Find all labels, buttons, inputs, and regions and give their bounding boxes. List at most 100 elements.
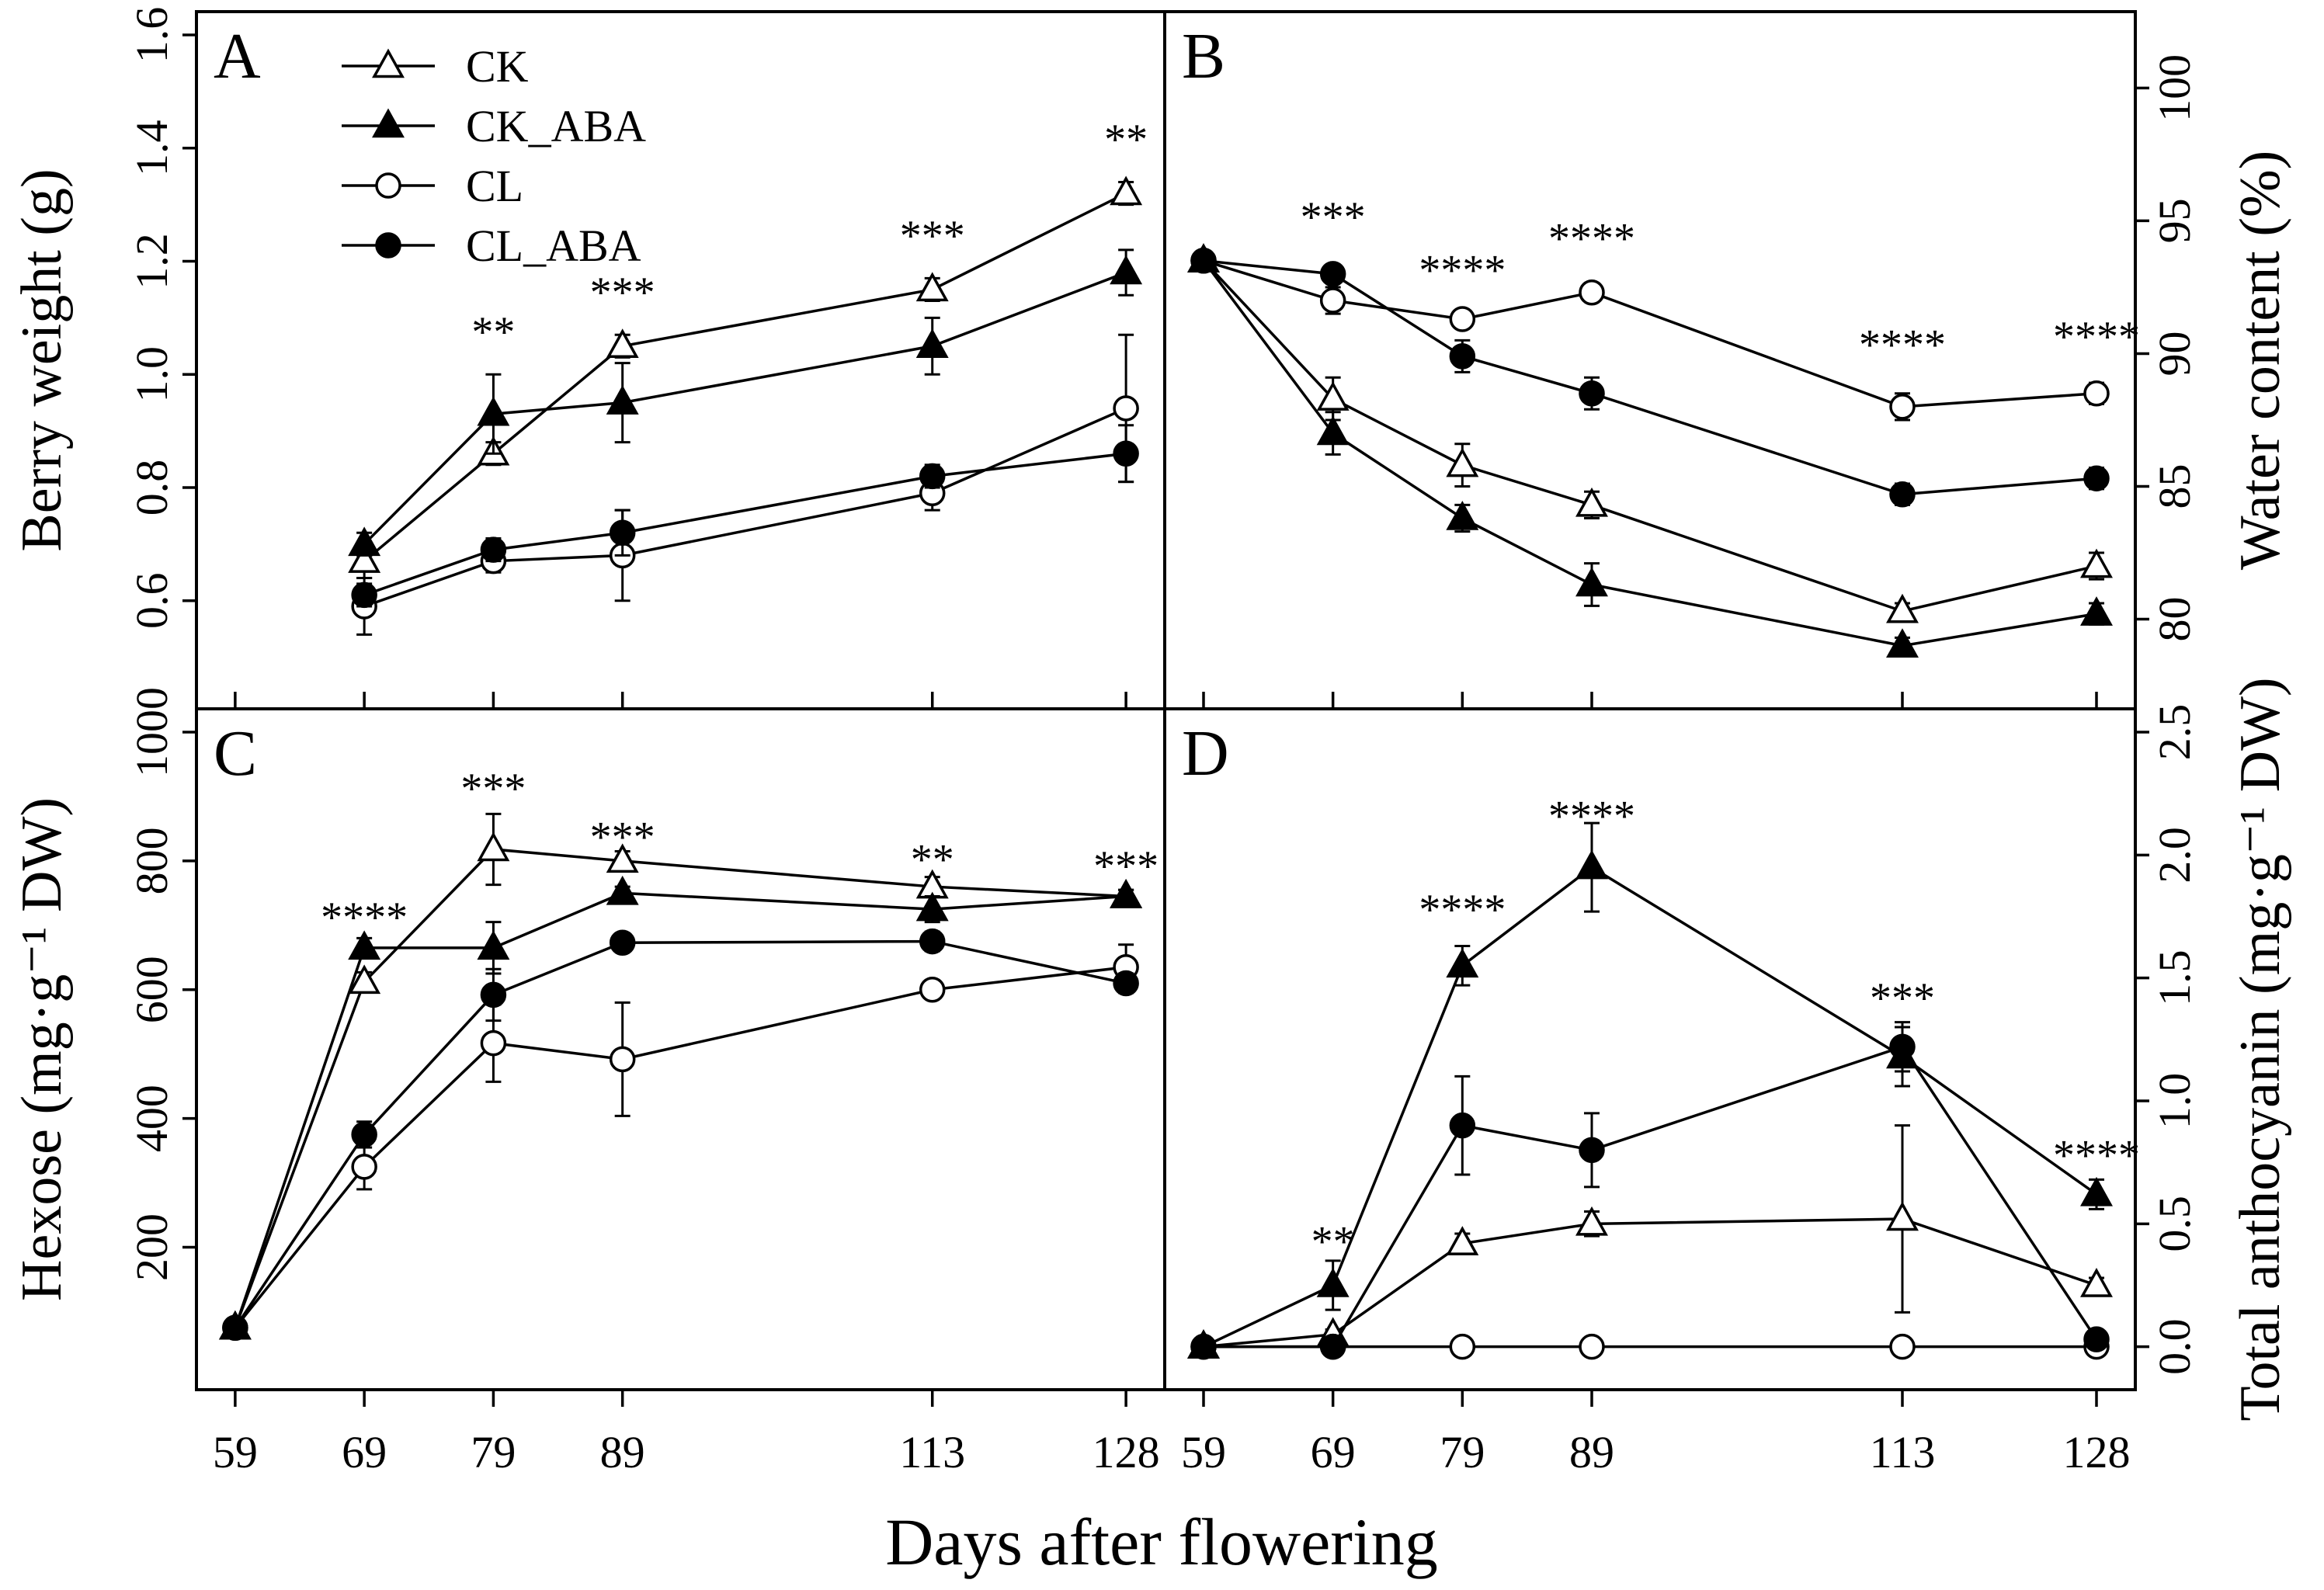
panel-a-series-cl-aba-point: [919, 463, 946, 490]
panel-a-y-axis-title: Berry weight (g): [10, 168, 74, 551]
panel-a-series-cl-point: [1113, 395, 1139, 422]
panel-b-series-cl-point: [1449, 306, 1476, 332]
panel-d-series-cl-aba-point: [2083, 1326, 2110, 1352]
panel-c-significance-label: ***: [590, 813, 655, 861]
panel-d-series-cl-aba-point: [1579, 1137, 1605, 1164]
panel-b-series-ck-aba-point: [1446, 501, 1479, 530]
panel-d-series-cl-point: [1579, 1333, 1605, 1360]
legend: CK CK_ABA CL CL_ABA: [342, 41, 646, 271]
panel-d-series-ck-aba-line: [1203, 866, 2098, 1349]
panel-c-letter: C: [214, 717, 257, 790]
panel-d-series-ck-aba-point: [1446, 948, 1479, 978]
panel-b-series-cl-aba-point: [1190, 247, 1217, 274]
panel-b-series-ck-aba-point: [2080, 596, 2113, 626]
panel-b-significance-label: ****: [2053, 313, 2140, 361]
panel-b-series-cl-point: [2083, 380, 2110, 407]
panel-d-y-tick-label: 0.0: [2149, 1318, 2200, 1375]
panel-c-y-tick-label: 400: [127, 1085, 177, 1152]
panel-d-significance-label: ****: [1419, 886, 1506, 934]
panel-a-y-tick-label: 1.6: [127, 7, 177, 64]
panel-b-letter: B: [1182, 20, 1225, 92]
panel-d-x-tick-label: 113: [1870, 1427, 1936, 1477]
panel-b-series-cl-point: [1889, 394, 1916, 420]
panel-a-series-ck-aba-point: [348, 526, 381, 557]
panel-c-series-cl-aba-point: [480, 981, 507, 1009]
panel-b-series-ck-point: [1575, 487, 1608, 517]
panel-a-series-cl-line: [363, 407, 1127, 608]
panel-b-significance-label: ****: [1859, 321, 1946, 369]
panel-d-x-tick-label: 79: [1440, 1427, 1485, 1477]
panel-b-series-ck-point: [1886, 593, 1919, 623]
panel-c-significance-label: ****: [321, 894, 408, 942]
panel-d-x-tick-label: 128: [2063, 1427, 2131, 1477]
panel-b-y-tick-label: 100: [2149, 54, 2200, 122]
panel-d-series-ck-point: [1886, 1201, 1919, 1231]
panel-d-significance-label: ****: [1548, 793, 1635, 841]
panel-d-y-tick-label: 1.5: [2149, 949, 2200, 1006]
panel-c-series-cl-line: [234, 966, 1127, 1329]
panel-d-y-axis-title: Total anthocyanin (mg·g⁻¹ DW): [2228, 677, 2292, 1421]
panel-a-series-cl-aba-point: [609, 519, 636, 547]
panel-c-x-tick-label: 79: [471, 1427, 516, 1477]
panel-b-series-ck-aba-line: [1202, 259, 2097, 647]
panel-a-y-tick-label: 0.8: [127, 460, 177, 516]
panel-d-series-ck-point: [2080, 1267, 2113, 1297]
panel-c-series-cl-point: [919, 977, 946, 1003]
panel-b-series-cl-aba-point: [1319, 261, 1346, 287]
panel-c-x-tick-label: 128: [1093, 1427, 1160, 1477]
panel-d-series-ck-line: [1203, 1217, 2097, 1349]
panel-a-significance-label: **: [1104, 116, 1148, 164]
panel-c-series-ck-aba-point: [348, 930, 381, 960]
panel-a-series-cl-aba-point: [351, 581, 377, 609]
panel-b-y-tick-label: 85: [2149, 463, 2200, 509]
panel-d-y-tick-label: 2.0: [2149, 827, 2200, 884]
legend-ck-aba-marker: [372, 108, 405, 138]
panel-d-y-tick-label: 0.5: [2149, 1196, 2200, 1252]
panel-b-series-ck-aba-point: [1886, 628, 1919, 658]
panel-c-y-tick-label: 800: [127, 827, 177, 894]
panel-a-y-tick-label: 1.4: [127, 120, 177, 176]
panel-d-significance-label: ****: [2053, 1132, 2140, 1180]
panel-c-x-tick-label: 69: [342, 1427, 387, 1477]
panel-b-series-cl-aba-point: [1579, 380, 1605, 407]
legend-ck-marker: [372, 48, 405, 78]
panel-d-series-cl-point: [1449, 1333, 1476, 1360]
panel-c-significance-label: ***: [460, 765, 526, 813]
panel-c-series-ck-point: [348, 964, 381, 995]
panel-d-significance-label: ***: [1870, 974, 1935, 1022]
panel-d-y-tick-label: 1.0: [2149, 1073, 2200, 1130]
panel-b-series-cl-aba-point: [1449, 343, 1476, 370]
panel-a-series-ck-aba-point: [477, 396, 510, 426]
panel-d-series-cl-point: [1889, 1333, 1916, 1360]
panel-b-series-ck-aba-point: [1575, 567, 1608, 597]
panel-c-series-cl-aba-point: [1113, 970, 1139, 997]
panel-c-y-tick-label: 600: [127, 956, 177, 1023]
legend-cl-marker: [375, 172, 401, 199]
panel-b-series-ck-aba-point: [1316, 415, 1350, 446]
legend-cl-label: CL: [466, 161, 523, 211]
panel-d-series-cl-aba-point: [1449, 1112, 1476, 1139]
panel-d-series-ck-aba-point: [1316, 1267, 1350, 1297]
panel-c-series-ck-aba-point: [477, 930, 510, 960]
panel-b-series-cl-line: [1203, 259, 2097, 408]
panel-b-series-cl-aba-line: [1203, 259, 2097, 496]
panel-d-y-tick-label: 2.5: [2149, 704, 2200, 761]
panel-a-significance-label: ***: [900, 212, 965, 260]
panel-d-significance-label: **: [1311, 1218, 1355, 1266]
panel-c-series-ck-point: [477, 831, 510, 862]
panel-a-series-ck-point: [606, 328, 639, 359]
panel-d-series-cl-aba-point: [1190, 1333, 1217, 1360]
panel-d-series-cl-aba-point: [1319, 1333, 1346, 1360]
panel-c-series-cl-aba-point: [351, 1121, 377, 1148]
panel-c-series-ck-aba-point: [1110, 879, 1143, 908]
panel-c-series-ck-aba-point: [606, 875, 639, 905]
panel-a-letter: A: [214, 20, 261, 92]
panel-b-significance-label: ***: [1301, 193, 1366, 241]
panel-d-letter: D: [1182, 717, 1229, 790]
panel-d-series-ck-aba-point: [1575, 849, 1608, 880]
panel-c-series-ck-line: [234, 848, 1127, 1328]
panel-b-y-axis-title: Water content (%): [2228, 151, 2292, 571]
panel-c-x-tick-label: 113: [899, 1427, 965, 1477]
